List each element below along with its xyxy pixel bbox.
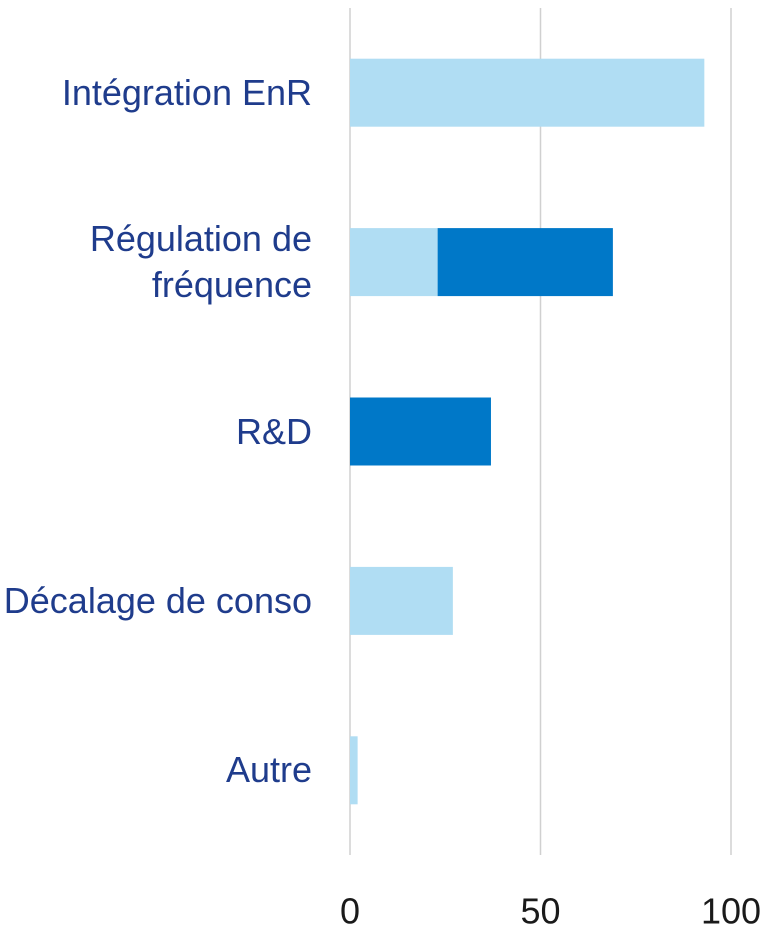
x-tick-label: 100 [701, 891, 761, 928]
bar [350, 566, 453, 635]
y-tick-label: Autre [225, 749, 312, 791]
bar [350, 58, 705, 127]
x-tick-label: 50 [520, 891, 560, 928]
bar [350, 228, 438, 297]
y-tick-label: R&D [235, 410, 312, 452]
bar [350, 397, 491, 466]
bar [350, 736, 358, 805]
y-tick-label: Régulation de fréquence [89, 218, 312, 306]
bar [437, 228, 613, 297]
y-tick-label: Intégration EnR [61, 71, 312, 113]
y-tick-label: Décalage de conso [3, 579, 312, 621]
x-tick-label: 0 [340, 891, 360, 928]
